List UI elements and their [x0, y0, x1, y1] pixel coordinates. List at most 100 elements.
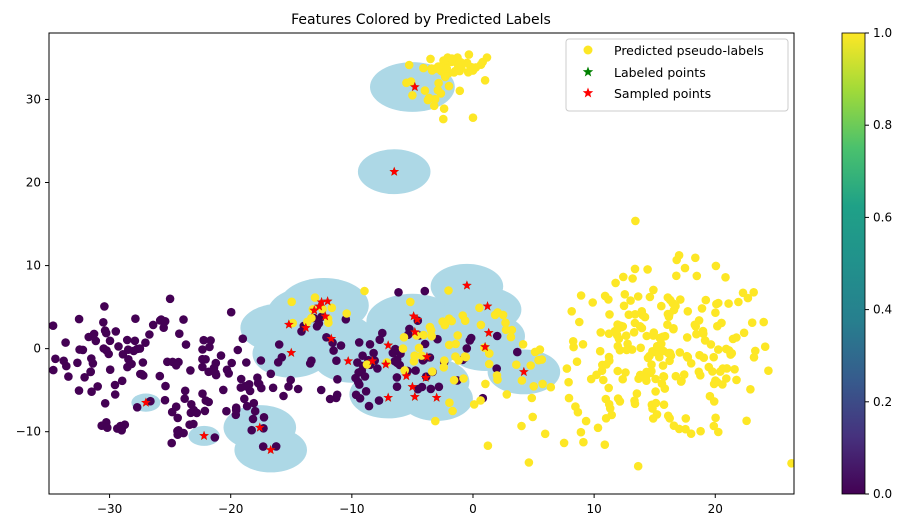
label-1-point: [669, 324, 678, 334]
legend-marker-labeled: [582, 66, 594, 77]
label-0-point: [284, 382, 293, 391]
label-1-point: [524, 458, 534, 467]
sampled-point: [420, 372, 431, 382]
label-0-point: [434, 382, 444, 392]
sampled-point: [431, 392, 442, 402]
label-0-point: [279, 391, 288, 401]
label-1-point: [564, 393, 574, 403]
label-1-point: [732, 333, 741, 342]
label-1-point: [575, 317, 584, 327]
label-0-point: [189, 419, 198, 429]
label-1-point: [483, 441, 493, 451]
label-1-point: [442, 64, 452, 73]
label-1-point: [518, 340, 528, 349]
label-0-point: [122, 335, 132, 345]
label-1-point: [711, 308, 720, 318]
label-1-point: [701, 295, 711, 305]
label-1-point: [455, 86, 465, 96]
label-1-point: [438, 317, 447, 326]
label-1-point: [436, 89, 446, 98]
sampled-point: [519, 366, 529, 376]
label-1-point: [682, 333, 692, 342]
label-1-point: [564, 377, 573, 387]
sampled-point: [284, 319, 294, 329]
label-0-point: [293, 384, 303, 394]
label-1-point: [681, 414, 691, 423]
label-0-point: [103, 423, 112, 433]
label-1-point: [400, 366, 410, 375]
label-0-point: [353, 358, 362, 367]
label-1-point: [621, 368, 630, 377]
legend: Predicted pseudo-labels Labeled points S…: [565, 38, 789, 112]
label-1-point: [665, 356, 674, 366]
label-1-point: [528, 412, 537, 422]
label-1-point: [568, 337, 578, 346]
label-0-point: [426, 384, 436, 394]
legend-marker-pseudo-labels: [583, 45, 593, 55]
label-1-point: [464, 50, 474, 59]
label-0-point: [205, 342, 214, 352]
sampled-point: [326, 333, 337, 343]
label-1-point: [538, 379, 547, 389]
label-0-point: [247, 425, 256, 435]
label-1-point: [618, 374, 627, 384]
label-1-point: [484, 359, 494, 369]
label-1-point: [327, 303, 337, 313]
label-0-point: [171, 402, 181, 412]
label-0-point: [100, 302, 109, 311]
label-1-point: [722, 364, 732, 373]
label-1-point: [714, 345, 723, 354]
label-1-point: [658, 361, 668, 370]
sampled-point: [314, 301, 324, 311]
legend-label-pseudo-labels: Predicted pseudo-labels: [614, 43, 764, 58]
label-1-point: [362, 360, 372, 369]
label-1-point: [613, 366, 622, 376]
label-0-point: [204, 397, 213, 407]
label-1-point: [746, 385, 755, 394]
label-1-point: [310, 293, 320, 302]
label-1-point: [468, 113, 478, 122]
y-tick-label: 30: [26, 92, 41, 106]
label-1-point: [621, 331, 631, 341]
label-0-point: [181, 340, 191, 349]
label-1-point: [576, 427, 586, 437]
label-1-point: [706, 340, 716, 349]
label-1-point: [711, 261, 721, 271]
sampled-point: [389, 166, 399, 176]
label-1-point: [604, 352, 614, 362]
label-0-point: [227, 358, 236, 368]
label-1-point: [501, 318, 510, 328]
label-0-point: [110, 380, 120, 390]
label-1-point: [759, 317, 768, 327]
label-0-point: [139, 371, 148, 380]
label-0-point: [160, 395, 170, 405]
label-1-point: [638, 310, 647, 320]
label-1-point: [360, 286, 369, 296]
label-0-point: [222, 406, 231, 416]
label-1-point: [534, 355, 543, 365]
label-1-point: [734, 297, 743, 307]
label-0-point: [175, 329, 184, 339]
label-0-point: [268, 383, 278, 393]
label-0-point: [392, 382, 402, 392]
label-0-point: [105, 365, 115, 375]
sampled-point: [199, 430, 209, 440]
label-1-point: [642, 331, 651, 341]
label-0-point: [358, 351, 367, 361]
label-0-point: [100, 399, 110, 408]
label-0-point: [49, 365, 58, 375]
label-1-point: [641, 373, 651, 383]
label-0-point: [329, 346, 338, 355]
label-1-point: [423, 95, 433, 105]
label-0-point: [180, 386, 190, 396]
label-0-point: [361, 387, 371, 396]
label-1-point: [643, 265, 652, 274]
label-1-point: [419, 330, 428, 340]
label-1-point: [434, 78, 443, 88]
axes: −30 −20 −10 0 10 20 −10 0 10 20 30: [16, 92, 723, 516]
label-1-point: [461, 352, 471, 362]
label-1-point: [663, 309, 673, 319]
label-0-point: [492, 331, 502, 341]
label-1-point: [691, 322, 700, 331]
label-1-point: [481, 379, 490, 389]
